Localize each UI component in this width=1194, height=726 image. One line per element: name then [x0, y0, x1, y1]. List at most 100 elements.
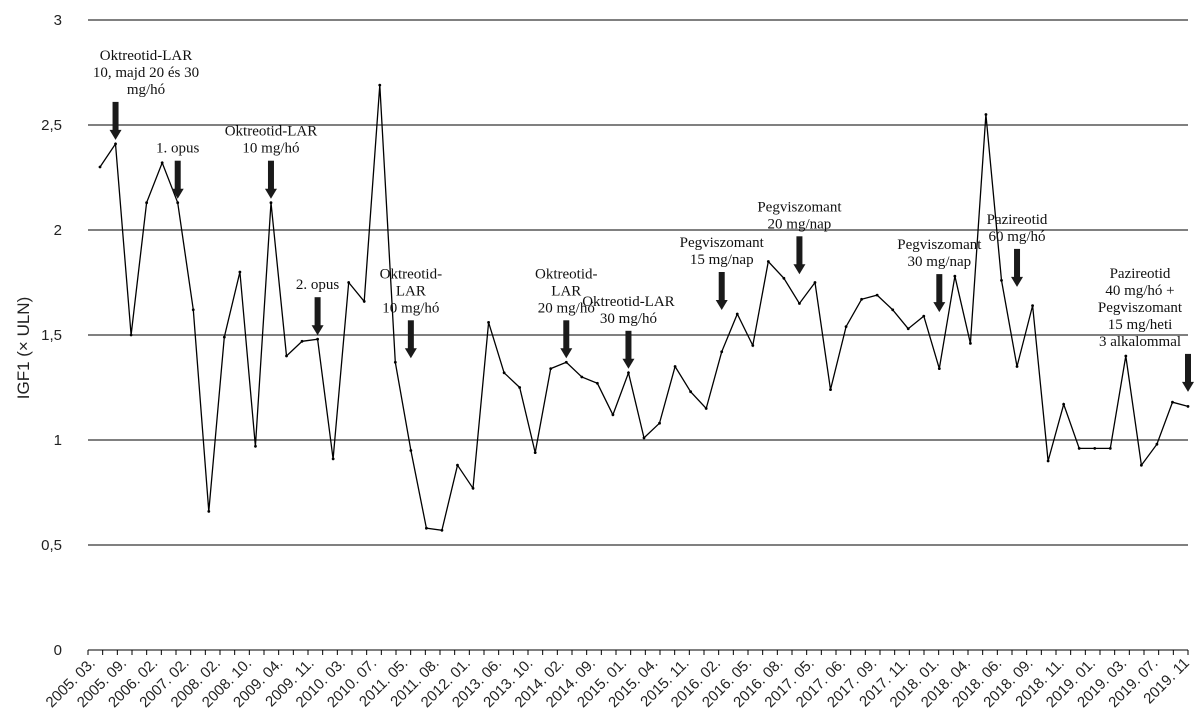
annotation-text: Pegviszomant [757, 199, 842, 215]
arrow-stem [563, 320, 570, 351]
data-point [269, 201, 273, 205]
arrow-head [933, 302, 946, 313]
data-point [378, 83, 382, 87]
arrow-head [715, 300, 728, 310]
annotation: 1. opus [156, 141, 200, 199]
data-point [611, 413, 615, 417]
data-point [487, 321, 490, 324]
x-tick-labels: 2005. 03.2005. 09.2006. 02.2007. 02.2008… [43, 655, 1193, 711]
arrow-head [171, 188, 184, 199]
annotation-text: 1. opus [156, 141, 200, 157]
annotation-text: LAR [396, 283, 426, 299]
data-point [580, 375, 584, 379]
annotation-text: Oktreotid- [535, 266, 597, 282]
data-point [176, 201, 180, 205]
data-point [1062, 402, 1066, 406]
arrow-head [1011, 276, 1024, 287]
annotation-text: Oktreotid-LAR [225, 124, 317, 140]
y-tick-label: 0 [54, 642, 62, 659]
y-tick-label: 1 [54, 432, 62, 449]
y-axis-label: IGF1 (× ULN) [14, 297, 33, 400]
data-point [1046, 459, 1050, 463]
data-point [160, 161, 164, 165]
data-point [829, 388, 832, 391]
data-point [456, 463, 459, 467]
arrow-head [560, 348, 573, 359]
data-point [114, 142, 117, 146]
annotation-text: Pazireotid [987, 212, 1048, 228]
data-point [564, 360, 568, 364]
annotation-text: Pazireotid [1110, 266, 1171, 282]
arrow-stem [314, 297, 321, 328]
data-point [502, 371, 506, 375]
arrow-stem [112, 101, 119, 132]
data-point [98, 165, 102, 169]
data-point [1124, 354, 1128, 358]
data-point [471, 486, 475, 490]
data-point [300, 339, 304, 343]
arrow-stem [267, 160, 274, 191]
annotation-text: Pegviszomant [897, 237, 982, 253]
arrow-stem [625, 330, 632, 361]
data-point [937, 367, 941, 370]
gridlines [88, 19, 1188, 546]
data-point [207, 510, 211, 513]
data-point [145, 201, 149, 205]
arrow-stem [718, 272, 725, 302]
annotation-text: Oktreotid-LAR [100, 48, 192, 64]
data-point [1171, 400, 1174, 404]
data-point [409, 449, 413, 452]
annotation-text: 60 mg/hó [988, 229, 1045, 245]
data-point [238, 270, 242, 274]
data-point [533, 451, 537, 454]
arrow-head [793, 264, 806, 275]
arrow-head [622, 358, 635, 369]
annotation-text: 10 mg/hó [382, 300, 439, 316]
data-point [316, 337, 319, 341]
igf1-series [98, 83, 1190, 532]
arrow-head [404, 348, 417, 359]
data-point [782, 276, 786, 280]
arrow-stem [796, 236, 803, 267]
data-point [222, 335, 226, 339]
annotation-text: 3 alkalommal [1099, 334, 1181, 350]
data-point [285, 354, 288, 358]
arrow-stem [407, 320, 414, 351]
data-point [347, 281, 351, 284]
annotation-text: 30 mg/nap [907, 254, 971, 270]
arrow-stem [1185, 353, 1191, 384]
data-point [129, 333, 133, 337]
data-point [254, 444, 257, 448]
annotation-text: Oktreotid-LAR [582, 294, 674, 310]
data-point [1031, 304, 1034, 307]
data-point [658, 421, 661, 425]
arrow-head [311, 325, 324, 336]
data-point [673, 365, 677, 368]
data-point [1077, 447, 1081, 450]
data-point [627, 371, 630, 375]
data-point [1155, 442, 1159, 446]
data-point [642, 436, 646, 440]
annotation-text: 15 mg/nap [690, 252, 754, 268]
data-point [891, 308, 895, 312]
data-point [362, 300, 366, 303]
y-tick-label: 0,5 [41, 537, 62, 554]
annotation-text: Pegviszomant [1098, 300, 1183, 316]
arrow-stem [936, 274, 943, 305]
y-tick-label: 1,5 [41, 327, 62, 344]
annotation-text: 20 mg/hó [538, 300, 595, 316]
arrow-head [109, 129, 122, 140]
data-point [953, 274, 957, 278]
data-point [1000, 279, 1003, 282]
annotation-text: 20 mg/nap [768, 216, 832, 232]
data-point [1093, 447, 1097, 450]
data-point [1015, 365, 1019, 368]
data-point [798, 302, 801, 305]
